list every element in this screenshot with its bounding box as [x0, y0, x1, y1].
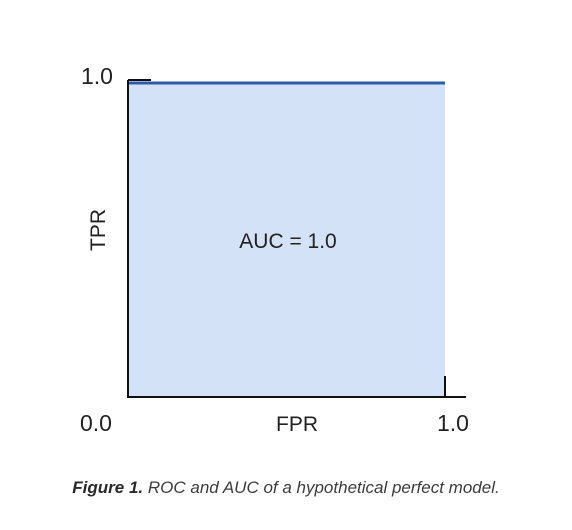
- y-tick-label-bottom: 0.0: [80, 410, 112, 436]
- x-axis-label: FPR: [276, 413, 318, 436]
- caption-text: ROC and AUC of a hypothetical perfect mo…: [147, 478, 500, 497]
- y-tick-label-top: 1.0: [81, 63, 113, 89]
- x-tick-label-right: 1.0: [437, 410, 469, 436]
- y-axis-label: TPR: [87, 209, 110, 251]
- roc-chart: 1.0 0.0 1.0 FPR TPR AUC = 1.0: [80, 63, 469, 436]
- auc-annotation: AUC = 1.0: [239, 230, 336, 253]
- auc-area: [128, 83, 445, 397]
- caption-label: Figure 1.: [72, 478, 144, 497]
- figure-caption: Figure 1. ROC and AUC of a hypothetical …: [0, 478, 572, 498]
